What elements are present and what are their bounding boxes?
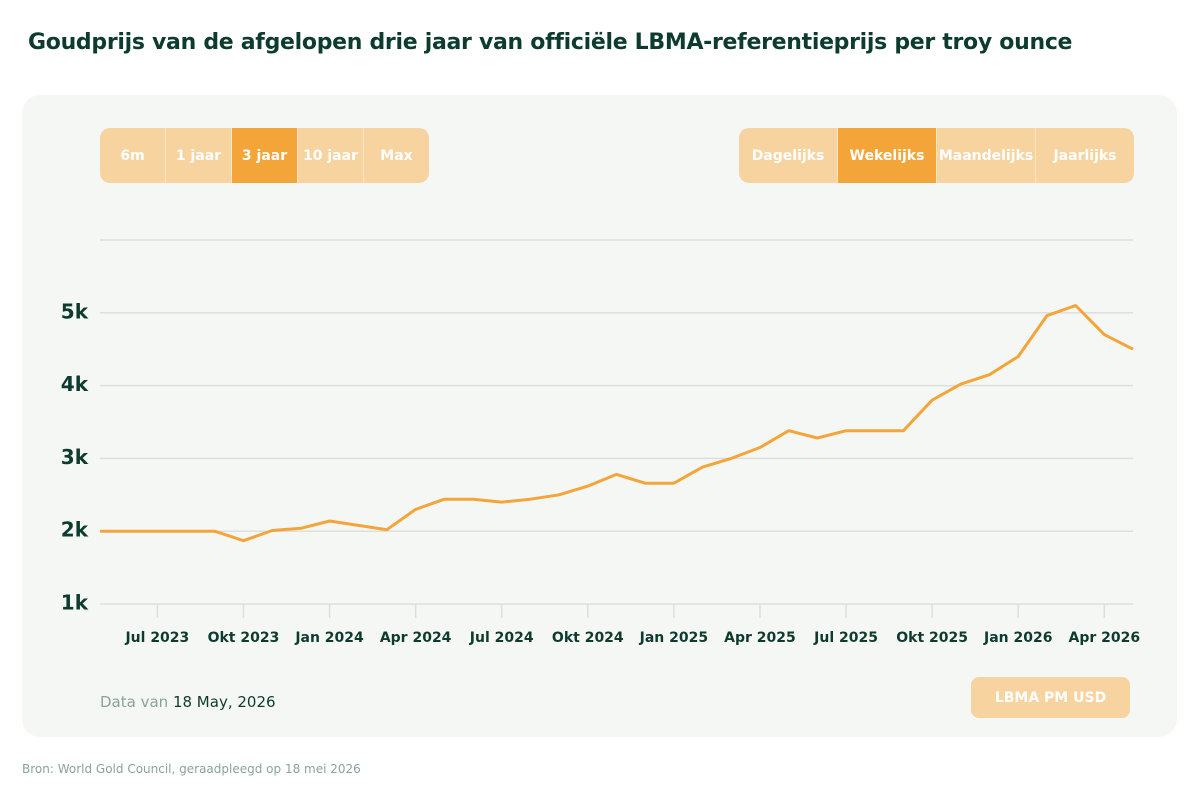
toggle-button[interactable]: 1 jaar — [166, 128, 232, 183]
x-tick-label: Okt 2025 — [896, 630, 968, 646]
x-tick-label: Jan 2026 — [983, 630, 1052, 646]
x-tick-label: Apr 2025 — [724, 630, 796, 646]
x-tick-label: Jul 2024 — [469, 630, 534, 646]
y-tick-label: 4k — [61, 372, 89, 396]
toggle-button[interactable]: 3 jaar — [232, 128, 298, 183]
toggle-button[interactable]: Maandelijks — [937, 128, 1036, 183]
interval-buttons: Dagelijks Wekelijks Maandelijks Jaarlijks — [739, 128, 1134, 183]
x-tick-label: Jul 2025 — [813, 630, 878, 646]
toggle-button[interactable]: Max — [364, 128, 429, 183]
x-tick-label: Okt 2023 — [208, 630, 280, 646]
y-tick-label: 3k — [61, 445, 89, 469]
series-button[interactable]: LBMA PM USD — [971, 677, 1130, 718]
x-tick-label: Jan 2024 — [294, 630, 364, 646]
source: Bron: World Gold Council, geraadpleegd o… — [22, 762, 361, 776]
x-tick-label: Jul 2023 — [124, 630, 189, 646]
toggle-button[interactable]: 10 jaar — [298, 128, 364, 183]
y-tick-label: 2k — [61, 518, 89, 542]
price-line — [100, 304, 1134, 543]
toggle-button[interactable]: Dagelijks — [739, 128, 838, 183]
range-buttons: 6m 1 jaar 3 jaar 10 jaar Max — [100, 128, 429, 183]
x-tick-label: Apr 2026 — [1069, 630, 1141, 646]
toggle-button[interactable]: 6m — [100, 128, 166, 183]
page-title: Goudprijs van de afgelopen drie jaar van… — [28, 30, 1073, 55]
x-tick-label: Apr 2024 — [380, 630, 452, 646]
data-date-value: 18 May, 2026 — [172, 693, 276, 711]
y-tick-label: 5k — [61, 299, 89, 323]
data-date-prefix: Data van — [100, 693, 169, 711]
toggle-button[interactable]: Jaarlijks — [1036, 128, 1134, 183]
chart-card — [22, 95, 1177, 737]
data-date: Data van 18 May, 2026 — [100, 693, 276, 711]
y-tick-label: 1k — [61, 591, 89, 615]
x-tick-label: Jan 2025 — [639, 630, 708, 646]
toggle-button[interactable]: Wekelijks — [838, 128, 937, 183]
x-tick-label: Okt 2024 — [552, 630, 624, 646]
